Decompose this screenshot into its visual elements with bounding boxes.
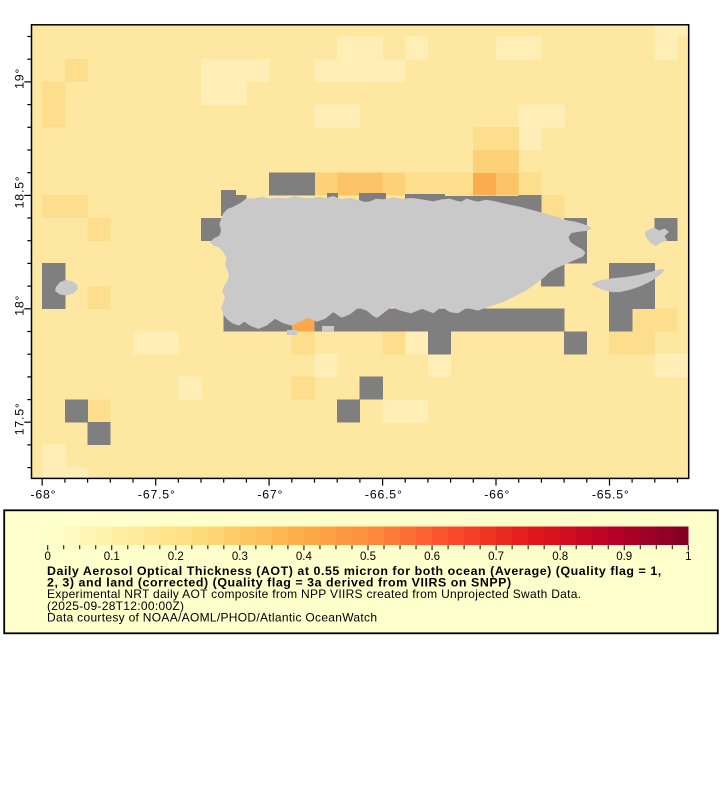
svg-text:2, 3) and land (corrected) (Qu: 2, 3) and land (corrected) (Quality flag… [47,576,512,590]
svg-text:0.4: 0.4 [296,551,313,563]
svg-text:18°: 18° [13,295,27,316]
svg-text:-67.5°: -67.5° [138,488,176,502]
svg-text:18.5°: 18.5° [13,175,27,208]
svg-text:17.5°: 17.5° [13,402,27,435]
svg-text:(2025-09-28T12:00:00Z): (2025-09-28T12:00:00Z) [47,599,184,613]
svg-text:Experimental NRT daily AOT com: Experimental NRT daily AOT composite fro… [47,587,581,601]
svg-text:-66°: -66° [484,488,510,502]
svg-text:0.5: 0.5 [360,551,376,563]
svg-text:0.1: 0.1 [104,551,120,563]
svg-text:0.6: 0.6 [424,551,440,563]
svg-text:-66.5°: -66.5° [365,488,403,502]
svg-text:0.2: 0.2 [168,551,184,563]
svg-text:-68°: -68° [30,488,56,502]
svg-text:0.3: 0.3 [232,551,248,563]
svg-text:Data courtesy of NOAA/AOML/PHO: Data courtesy of NOAA/AOML/PHOD/Atlantic… [47,611,377,625]
svg-text:1: 1 [685,551,691,563]
svg-text:0: 0 [44,551,50,563]
svg-text:0.7: 0.7 [488,551,504,563]
svg-text:0.8: 0.8 [552,551,568,563]
svg-text:-65.5°: -65.5° [592,488,630,502]
svg-text:-67°: -67° [257,488,283,502]
svg-text:0.9: 0.9 [616,551,632,563]
svg-text:Daily Aerosol Optical Thicknes: Daily Aerosol Optical Thickness (AOT) at… [47,564,662,578]
svg-text:19°: 19° [13,68,27,89]
